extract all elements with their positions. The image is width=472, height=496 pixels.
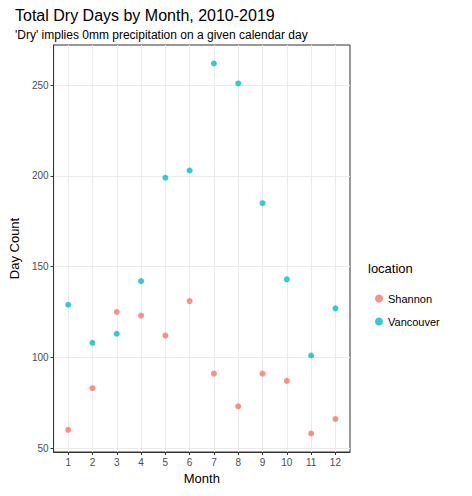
svg-text:10: 10 — [281, 457, 293, 468]
svg-text:2: 2 — [90, 457, 96, 468]
svg-text:1: 1 — [65, 457, 71, 468]
svg-text:100: 100 — [32, 352, 49, 363]
svg-text:Month: Month — [184, 471, 220, 486]
svg-text:9: 9 — [260, 457, 266, 468]
svg-text:5: 5 — [163, 457, 169, 468]
svg-text:7: 7 — [211, 457, 217, 468]
svg-text:6: 6 — [187, 457, 193, 468]
svg-text:Day Count: Day Count — [7, 217, 22, 279]
svg-text:11: 11 — [306, 457, 317, 468]
svg-text:12: 12 — [330, 457, 342, 468]
svg-text:8: 8 — [235, 457, 241, 468]
svg-text:Shannon: Shannon — [388, 293, 432, 305]
svg-text:'Dry' implies 0mm precipitatio: 'Dry' implies 0mm precipitation on a giv… — [15, 28, 308, 42]
svg-text:Vancouver: Vancouver — [388, 316, 440, 328]
svg-text:3: 3 — [114, 457, 120, 468]
svg-text:location: location — [368, 261, 413, 276]
svg-text:250: 250 — [32, 80, 49, 91]
svg-text:150: 150 — [32, 261, 49, 272]
svg-text:Total Dry Days by Month, 2010-: Total Dry Days by Month, 2010-2019 — [15, 7, 275, 24]
svg-text:50: 50 — [37, 443, 49, 454]
svg-text:200: 200 — [32, 170, 49, 181]
svg-text:4: 4 — [138, 457, 144, 468]
